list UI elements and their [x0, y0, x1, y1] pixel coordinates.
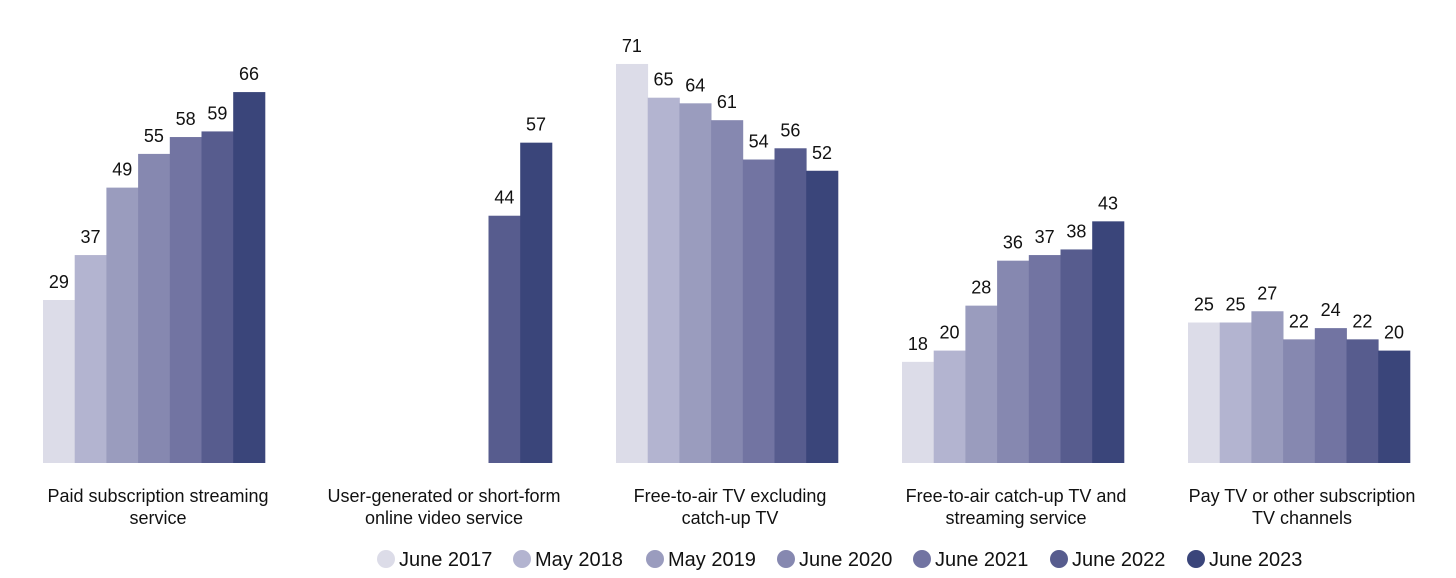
bar-value-label: 29 — [49, 272, 69, 292]
legend-swatch — [1050, 550, 1068, 568]
legend-item-1: May 2018 — [513, 549, 623, 571]
legend-label: June 2023 — [1209, 549, 1302, 571]
bar-series-6-cat-0 — [233, 92, 266, 463]
bar-series-6-cat-3 — [1092, 221, 1125, 463]
bar-series-3-cat-2 — [711, 120, 744, 464]
bar-value-label: 43 — [1098, 193, 1118, 213]
bar-value-label: 20 — [1384, 323, 1404, 343]
bar-series-6-cat-1 — [520, 142, 553, 463]
bar-series-2-cat-2 — [679, 103, 712, 463]
value-labels-layer: 29 71 18 25 37 65 20 25 49 64 28 27 55 61 36 22 58 54 37 24… — [49, 36, 1404, 354]
legend-item-0: June 2017 — [377, 549, 492, 571]
legend: June 2017 May 2018 May 2019 June 2020 June 2… — [377, 549, 1302, 571]
bar-value-label: 54 — [749, 132, 769, 152]
bar-value-label: 24 — [1321, 300, 1341, 320]
bar-series-0-cat-0 — [43, 300, 76, 463]
legend-item-4: June 2021 — [913, 549, 1028, 571]
bar-series-5-cat-3 — [1060, 249, 1093, 463]
bar-series-2-cat-3 — [965, 305, 998, 463]
bar-value-label: 22 — [1352, 311, 1372, 331]
category-label-4-line-0: Pay TV or other subscription — [1189, 486, 1416, 506]
bar-series-4-cat-0 — [169, 137, 202, 464]
legend-swatch — [913, 550, 931, 568]
category-label-3-line-1: streaming service — [945, 508, 1086, 528]
bar-series-1-cat-4 — [1219, 322, 1252, 463]
category-label-1-line-0: User-generated or short-form — [327, 486, 560, 506]
bar-value-label: 49 — [112, 160, 132, 180]
bar-series-2-cat-4 — [1251, 311, 1284, 463]
bar-value-label: 66 — [239, 64, 259, 84]
bar-value-label: 20 — [940, 323, 960, 343]
bar-series-5-cat-2 — [774, 148, 807, 463]
bar-series-1-cat-0 — [74, 255, 107, 463]
legend-swatch — [1187, 550, 1205, 568]
bar-value-label: 55 — [144, 126, 164, 146]
legend-item-3: June 2020 — [777, 549, 892, 571]
bar-value-label: 25 — [1226, 295, 1246, 315]
category-label-4-line-1: TV channels — [1252, 508, 1352, 528]
bar-series-5-cat-0 — [201, 131, 234, 464]
legend-item-6: June 2023 — [1187, 549, 1302, 571]
bar-series-3-cat-4 — [1283, 339, 1316, 463]
bar-series-5-cat-4 — [1346, 339, 1379, 463]
bar-series-0-cat-3 — [902, 361, 935, 463]
bar-value-label: 59 — [207, 103, 227, 123]
bar-series-0-cat-4 — [1188, 322, 1221, 463]
legend-item-2: May 2019 — [646, 549, 756, 571]
category-label-2-line-1: catch-up TV — [682, 508, 779, 528]
bar-series-0-cat-2 — [616, 63, 649, 463]
bar-series-4-cat-4 — [1314, 328, 1347, 463]
bars-layer — [43, 63, 1411, 464]
bar-value-label: 38 — [1066, 221, 1086, 241]
bar-series-2-cat-0 — [106, 187, 139, 463]
bar-series-4-cat-3 — [1028, 255, 1061, 463]
bar-series-1-cat-3 — [933, 350, 966, 463]
legend-swatch — [513, 550, 531, 568]
legend-swatch — [377, 550, 395, 568]
legend-label: June 2022 — [1072, 549, 1165, 571]
bar-value-label: 58 — [176, 109, 196, 129]
bar-value-label: 61 — [717, 92, 737, 112]
legend-label: June 2021 — [935, 549, 1028, 571]
bar-series-3-cat-3 — [997, 260, 1030, 463]
bar-value-label: 37 — [81, 227, 101, 247]
legend-swatch — [777, 550, 795, 568]
bar-series-6-cat-2 — [806, 170, 839, 463]
bar-value-label: 65 — [654, 70, 674, 90]
bar-series-5-cat-1 — [488, 215, 521, 463]
bar-series-6-cat-4 — [1378, 350, 1411, 463]
legend-label: June 2017 — [399, 549, 492, 571]
bar-value-label: 18 — [908, 334, 928, 354]
bar-value-label: 22 — [1289, 311, 1309, 331]
bar-value-label: 37 — [1035, 227, 1055, 247]
bar-series-4-cat-2 — [742, 159, 775, 463]
legend-swatch — [646, 550, 664, 568]
bar-value-label: 44 — [494, 188, 514, 208]
bar-value-label: 25 — [1194, 295, 1214, 315]
bar-value-label: 64 — [685, 75, 705, 95]
legend-label: May 2019 — [668, 549, 756, 571]
legend-item-5: June 2022 — [1050, 549, 1165, 571]
legend-label: June 2020 — [799, 549, 892, 571]
category-label-2-line-0: Free-to-air TV excluding — [634, 486, 827, 506]
bar-value-label: 28 — [971, 278, 991, 298]
legend-label: May 2018 — [535, 549, 623, 571]
category-label-0-line-0: Paid subscription streaming — [47, 486, 268, 506]
bar-series-1-cat-2 — [647, 97, 680, 463]
bar-value-label: 71 — [622, 36, 642, 56]
category-label-0-line-1: service — [129, 508, 186, 528]
category-label-3-line-0: Free-to-air catch-up TV and — [906, 486, 1127, 506]
bar-value-label: 27 — [1257, 283, 1277, 303]
bar-value-label: 56 — [780, 120, 800, 140]
category-label-1-line-1: online video service — [365, 508, 523, 528]
bar-series-3-cat-0 — [138, 153, 171, 463]
bar-value-label: 36 — [1003, 233, 1023, 253]
bar-value-label: 52 — [812, 143, 832, 163]
bar-value-label: 57 — [526, 115, 546, 135]
